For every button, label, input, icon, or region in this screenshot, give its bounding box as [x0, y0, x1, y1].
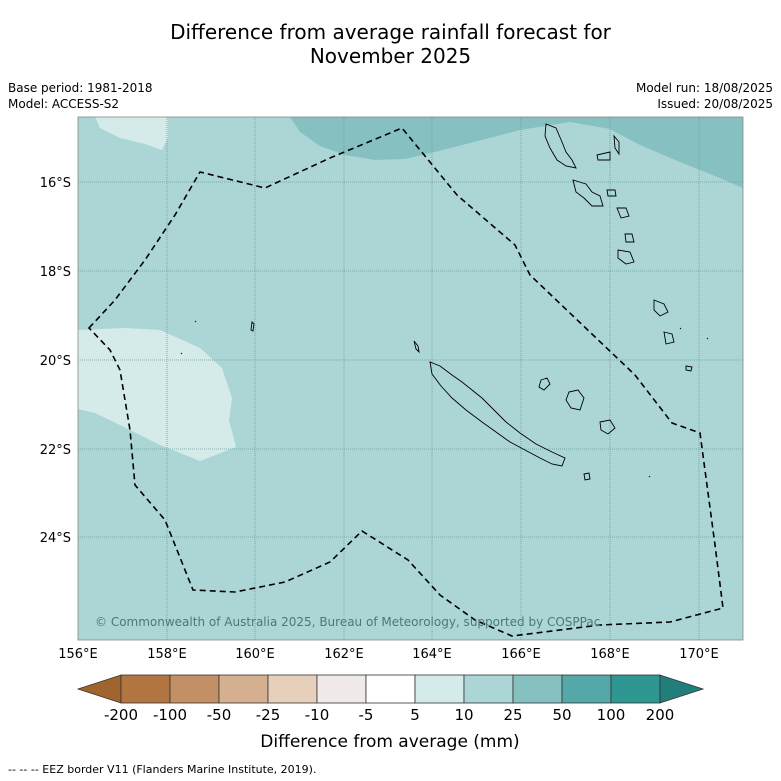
lat-label: 16°S [40, 176, 71, 191]
lat-label: 24°S [40, 531, 71, 546]
lat-label: 20°S [40, 354, 71, 369]
colorbar-tick: -5 [359, 706, 374, 724]
colorbar-tick: -200 [104, 706, 138, 724]
lon-label: 166°E [501, 647, 541, 662]
colorbar-segment [219, 675, 268, 703]
colorbar-tick: 5 [410, 706, 420, 724]
lat-label: 18°S [40, 265, 71, 280]
longitude-labels: 156°E 158°E 160°E 162°E 164°E 166°E 168°… [58, 647, 719, 662]
colorbar-segment [317, 675, 366, 703]
lon-label: 164°E [412, 647, 452, 662]
colorbar-segment [562, 675, 611, 703]
colorbar-tick: 50 [552, 706, 571, 724]
colorbar-extend-low [78, 675, 121, 703]
colorbar [78, 675, 703, 703]
lon-label: 156°E [58, 647, 98, 662]
colorbar-title: Difference from average (mm) [260, 732, 519, 752]
lon-label: 158°E [147, 647, 187, 662]
lon-label: 168°E [590, 647, 630, 662]
colorbar-segment [366, 675, 415, 703]
colorbar-segment [268, 675, 317, 703]
eez-legend-footnote: -- -- -- EEZ border V11 (Flanders Marine… [8, 763, 316, 776]
colorbar-tick: -50 [207, 706, 232, 724]
colorbar-tick: 10 [454, 706, 473, 724]
colorbar-segment [464, 675, 513, 703]
copyright-text: © Commonwealth of Australia 2025, Bureau… [95, 615, 600, 629]
map-area: © Commonwealth of Australia 2025, Bureau… [78, 117, 743, 640]
colorbar-segment [170, 675, 219, 703]
colorbar-segment [121, 675, 170, 703]
colorbar-segment [513, 675, 562, 703]
colorbar-extend-high [660, 675, 703, 703]
map-figure: © Commonwealth of Australia 2025, Bureau… [0, 0, 781, 781]
colorbar-segment [611, 675, 660, 703]
colorbar-tick: 100 [597, 706, 626, 724]
lon-label: 170°E [679, 647, 719, 662]
colorbar-tick: -100 [153, 706, 187, 724]
colorbar-segment [415, 675, 464, 703]
colorbar-tick: 200 [646, 706, 675, 724]
colorbar-tick: -10 [305, 706, 330, 724]
lon-label: 162°E [324, 647, 364, 662]
lat-label: 22°S [40, 443, 71, 458]
latitude-labels: 16°S 18°S 20°S 22°S 24°S [40, 176, 71, 546]
lon-label: 160°E [235, 647, 275, 662]
colorbar-tick-labels: -200 -100 -50 -25 -10 -5 5 10 25 50 100 … [104, 706, 674, 724]
colorbar-tick: -25 [256, 706, 281, 724]
colorbar-tick: 25 [503, 706, 522, 724]
